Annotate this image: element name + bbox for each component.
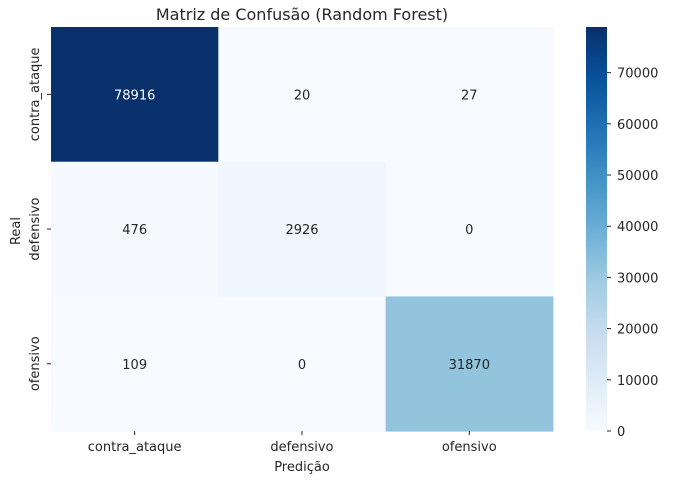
heatmap-cell [385, 161, 554, 297]
y-tick-label: ofensivo [28, 336, 43, 391]
cell-value-label: 0 [465, 223, 473, 238]
colorbar-tick-label: 0 [617, 425, 625, 440]
colorbar-tick-label: 20000 [617, 323, 658, 338]
heatmap-cell [385, 296, 554, 432]
colorbar-tick-label: 60000 [617, 118, 658, 133]
heatmap-cell [218, 27, 387, 163]
colorbar-tick-label: 50000 [617, 169, 658, 184]
y-tick-label: contra_ataque [28, 47, 43, 141]
cell-value-label: 2926 [285, 223, 318, 238]
cell-value-label: 27 [461, 88, 478, 103]
colorbar-tick-label: 30000 [617, 271, 658, 286]
cell-value-label: 476 [122, 223, 147, 238]
colorbar-tick-label: 40000 [617, 220, 658, 235]
cell-value-label: 0 [298, 358, 306, 373]
cell-value-label: 20 [294, 88, 311, 103]
x-tick-label: ofensivo [442, 440, 497, 455]
heatmap-cell [51, 161, 219, 297]
cell-value-label: 109 [122, 358, 147, 373]
heatmap-cell-labels: 78916 20 27 476 2926 0 109 0 31870 [114, 88, 490, 373]
colorbar [586, 27, 607, 431]
x-axis-ticks: contra_ataque defensivo ofensivo [88, 431, 497, 455]
heatmap-cell [385, 27, 554, 163]
heatmap-cells [51, 27, 554, 432]
colorbar-tick-label: 70000 [617, 67, 658, 82]
colorbar-tick-label: 10000 [617, 374, 658, 389]
cell-value-label: 31870 [449, 358, 490, 373]
y-axis-ticks: contra_ataque defensivo ofensivo [28, 47, 51, 391]
chart-title: Matriz de Confusão (Random Forest) [156, 5, 448, 24]
heatmap-cell [51, 27, 219, 163]
y-axis-label: Real [9, 217, 24, 245]
heatmap-cell [51, 296, 219, 432]
colorbar-ticks: 0 10000 20000 30000 40000 50000 60000 70000 [607, 67, 658, 440]
heatmap-cell [218, 296, 387, 432]
x-tick-label: defensivo [270, 440, 333, 455]
cell-value-label: 78916 [114, 88, 155, 103]
heatmap-cell [218, 161, 387, 297]
y-tick-label: defensivo [28, 197, 43, 260]
x-axis-label: Predição [274, 460, 330, 475]
x-tick-label: contra_ataque [88, 440, 182, 455]
